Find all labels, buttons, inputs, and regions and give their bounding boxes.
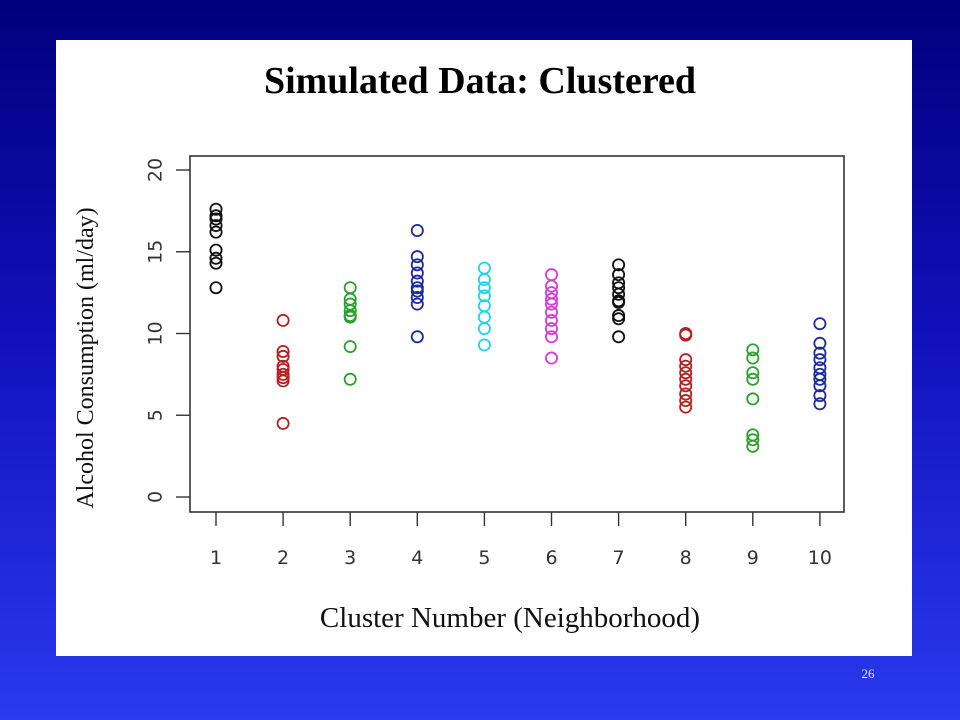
data-point [343,310,357,324]
data-point [746,343,760,357]
data-point [477,310,491,324]
data-point [746,351,760,365]
data-point [477,261,491,275]
x-axis: 1 2 3 4 5 6 7 8 9 10 [210,512,832,569]
x-tick-label: 8 [680,547,692,569]
data-point [477,281,491,295]
data-point [545,279,559,293]
data-point [612,295,626,309]
x-tick-label: 1 [210,547,222,569]
data-point [343,304,357,318]
data-point [209,243,223,257]
data-point [343,281,357,295]
x-tick-label: 5 [478,547,490,569]
data-point [813,346,827,360]
plot-frame [189,155,845,513]
data-point [209,256,223,270]
y-tick-label: 0 [145,491,167,503]
data-point [209,251,223,265]
x-tick-label: 2 [277,547,289,569]
data-point [477,273,491,287]
data-point [679,379,693,393]
data-point [410,223,424,237]
data-point [477,322,491,336]
data-point [746,433,760,447]
data-point [612,330,626,344]
data-point [679,359,693,373]
x-tick-label: 9 [747,547,759,569]
data-point [679,372,693,386]
data-point [813,353,827,367]
data-point [209,212,223,226]
data-point [679,394,693,408]
data-point [545,322,559,336]
data-point [679,366,693,380]
data-point [545,330,559,344]
data-point [746,439,760,453]
y-tick-label: 20 [145,158,167,182]
data-points [209,202,827,453]
data-point [679,328,693,342]
data-point [343,372,357,386]
data-point [410,274,424,288]
data-point [679,400,693,414]
chart-title: Simulated Data: Clustered [263,60,697,102]
y-tick-label: 10 [145,321,167,345]
x-axis-label: Cluster Number (Neighborhood) [319,602,701,634]
data-point [276,374,290,388]
data-point [545,292,559,306]
x-tick-label: 4 [411,547,423,569]
data-point [410,330,424,344]
data-point [813,397,827,411]
data-point [276,313,290,327]
data-point [343,340,357,354]
data-point [276,416,290,430]
data-point [612,312,626,326]
x-tick-label: 7 [613,547,625,569]
data-point [410,258,424,272]
data-point [679,387,693,401]
x-tick-label: 3 [344,547,356,569]
data-point [410,250,424,264]
y-axis-label: Alcohol Consumption (ml/day) [73,207,99,509]
data-point [545,297,559,311]
data-point [746,372,760,386]
data-point [679,353,693,367]
data-point [545,313,559,327]
data-point [477,338,491,352]
data-point [746,392,760,406]
data-point [209,202,223,216]
y-axis: 0 5 10 15 20 [145,158,190,503]
data-point [276,344,290,358]
data-point [545,305,559,319]
y-tick-label: 5 [145,409,167,421]
data-point [612,287,626,301]
data-point [746,366,760,380]
data-point [545,268,559,282]
data-point [813,389,827,403]
data-point [209,219,223,233]
data-point [545,351,559,365]
data-point [410,266,424,280]
data-point [209,281,223,295]
data-point [209,225,223,239]
data-point [410,284,424,298]
data-point [276,349,290,363]
chart-panel [56,40,912,656]
data-point [612,281,626,295]
data-point [813,372,827,386]
x-tick-label: 6 [545,547,557,569]
data-point [410,297,424,311]
x-tick-label: 10 [808,547,832,569]
data-point [477,289,491,303]
data-point [813,317,827,331]
page-number: 26 [861,666,875,681]
data-point [410,291,424,305]
data-point [813,379,827,393]
data-point [813,336,827,350]
data-point [612,258,626,272]
y-tick-label: 15 [145,240,167,264]
data-point [612,268,626,282]
